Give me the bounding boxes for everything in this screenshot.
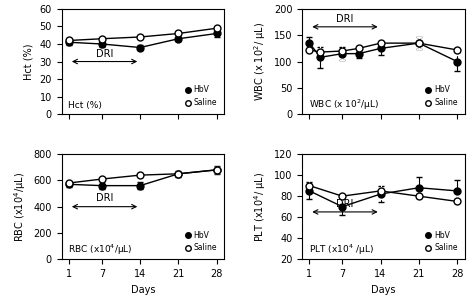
Legend: HbV, Saline: HbV, Saline xyxy=(421,227,461,255)
Text: DRI: DRI xyxy=(96,49,113,59)
Y-axis label: WBC (x 10$^2$/ μL): WBC (x 10$^2$/ μL) xyxy=(253,22,268,101)
Y-axis label: PLT (x10$^4$/ μL): PLT (x10$^4$/ μL) xyxy=(253,172,268,242)
Y-axis label: Hct (%): Hct (%) xyxy=(24,43,34,80)
Legend: HbV, Saline: HbV, Saline xyxy=(421,82,461,110)
Legend: HbV, Saline: HbV, Saline xyxy=(181,82,220,110)
Text: RBC (x10$^4$/μL): RBC (x10$^4$/μL) xyxy=(68,243,133,257)
Text: DRI: DRI xyxy=(96,193,113,204)
Text: Hct (%): Hct (%) xyxy=(68,101,102,110)
Y-axis label: RBC (x10$^4$/μL): RBC (x10$^4$/μL) xyxy=(12,172,28,242)
Text: DRI: DRI xyxy=(337,199,354,209)
X-axis label: Days: Days xyxy=(371,285,395,294)
Legend: HbV, Saline: HbV, Saline xyxy=(181,227,220,255)
Text: WBC (x 10$^2$/μL): WBC (x 10$^2$/μL) xyxy=(309,97,379,112)
Text: PLT (x10$^4$ /μL): PLT (x10$^4$ /μL) xyxy=(309,243,374,257)
X-axis label: Days: Days xyxy=(131,285,155,294)
Text: DRI: DRI xyxy=(337,14,354,24)
